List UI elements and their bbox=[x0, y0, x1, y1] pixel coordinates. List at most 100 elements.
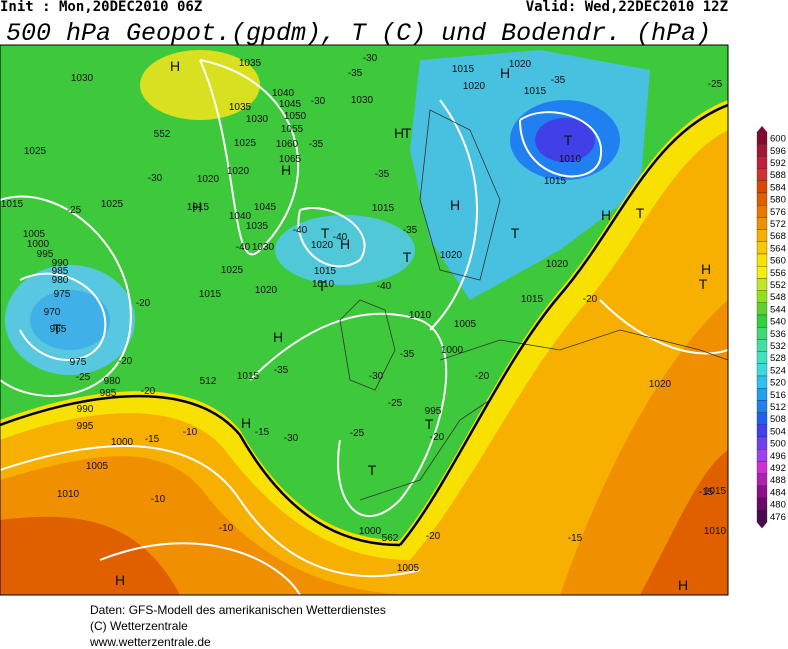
isobar-label: 1050 bbox=[284, 111, 307, 122]
isobar-label: 1015 bbox=[521, 294, 544, 305]
colorbar-label: 552 bbox=[770, 280, 786, 291]
pressure-center: T bbox=[53, 321, 62, 337]
isobar-label: 1020 bbox=[546, 259, 569, 270]
pressure-center: H bbox=[394, 125, 404, 141]
map-title: 500 hPa Geopot.(gpdm), T (C) und Bodendr… bbox=[6, 19, 711, 48]
pressure-center: H bbox=[450, 197, 460, 213]
isobar-label: 1005 bbox=[23, 229, 46, 240]
colorbar-cell bbox=[756, 351, 768, 364]
colorbar-label: 496 bbox=[770, 451, 786, 462]
isobar-label: 970 bbox=[44, 307, 61, 318]
colorbar-label: 588 bbox=[770, 170, 786, 181]
footer-line: www.wetterzentrale.de bbox=[89, 635, 211, 649]
isobar-label: 1035 bbox=[239, 58, 262, 69]
colorbar-cell bbox=[756, 473, 768, 486]
isobar-label: 980 bbox=[52, 275, 69, 286]
colorbar-cell bbox=[756, 266, 768, 279]
isobar-label: 1045 bbox=[279, 99, 302, 110]
colorbar-label: 560 bbox=[770, 256, 786, 267]
colorbar-label: 596 bbox=[770, 146, 786, 157]
init-time: Init : Mon,20DEC2010 06Z bbox=[0, 0, 202, 15]
isobar-label: 995 bbox=[425, 406, 442, 417]
colorbar-cell bbox=[756, 400, 768, 413]
temperature-label: -25 bbox=[350, 428, 365, 439]
colorbar-cell bbox=[756, 497, 768, 511]
isobar-label: 1025 bbox=[24, 146, 47, 157]
pressure-center: T bbox=[318, 278, 327, 294]
isobar-label: 995 bbox=[37, 249, 54, 260]
isobar-label: 1010 bbox=[704, 526, 727, 537]
temperature-label: -25 bbox=[76, 372, 91, 383]
colorbar-cap bbox=[757, 522, 767, 529]
isobar-label: 990 bbox=[52, 258, 69, 269]
pressure-center: H bbox=[273, 329, 283, 345]
colorbar-cell bbox=[756, 217, 768, 230]
colorbar-label: 516 bbox=[770, 390, 786, 401]
colorbar-label: 476 bbox=[770, 512, 786, 523]
colorbar-cell bbox=[756, 388, 768, 401]
colorbar-cell bbox=[756, 131, 768, 145]
isobar-label: 975 bbox=[70, 357, 87, 368]
temperature-label: -20 bbox=[475, 371, 490, 382]
colorbar-label: 500 bbox=[770, 439, 786, 450]
temperature-label: -20 bbox=[426, 531, 441, 542]
colorbar-label: 556 bbox=[770, 268, 786, 279]
colorbar-cell bbox=[756, 485, 768, 499]
isobar-label: 990 bbox=[77, 404, 94, 415]
colorbar-label: 536 bbox=[770, 329, 786, 340]
isobar-label: 1015 bbox=[544, 176, 567, 187]
pressure-center: H bbox=[340, 236, 350, 252]
isobar-label: 1005 bbox=[397, 563, 420, 574]
isobar-label: 1015 bbox=[452, 64, 475, 75]
pressure-center: T bbox=[636, 205, 645, 221]
colorbar-cell bbox=[756, 510, 768, 523]
colorbar-cell bbox=[756, 302, 768, 316]
colorbar-label: 532 bbox=[770, 341, 786, 352]
footer-line: (C) Wetterzentrale bbox=[90, 619, 188, 633]
pressure-center: H bbox=[170, 58, 180, 74]
isobar-label: 1015 bbox=[237, 371, 260, 382]
colorbar-cell bbox=[756, 449, 768, 462]
colorbar-cell bbox=[756, 375, 768, 389]
pressure-center: T bbox=[425, 416, 434, 432]
isobar-label: 1000 bbox=[111, 437, 134, 448]
pressure-center: T bbox=[511, 225, 520, 241]
temperature-label: -15 bbox=[699, 487, 714, 498]
colorbar-label: 480 bbox=[770, 500, 786, 511]
pressure-center: H bbox=[115, 572, 125, 588]
colorbar-cell bbox=[756, 412, 768, 425]
isobar-label: 1030 bbox=[252, 242, 275, 253]
isobar-label: 1000 bbox=[359, 526, 382, 537]
colorbar-cell bbox=[756, 424, 768, 438]
isobar-label: 980 bbox=[104, 376, 121, 387]
temperature-label: -25 bbox=[67, 205, 82, 216]
colorbar-cell bbox=[756, 339, 768, 352]
geopotential-label: 512 bbox=[200, 376, 217, 387]
temperature-label: -40 bbox=[333, 232, 348, 243]
colorbar-label: 572 bbox=[770, 219, 786, 230]
temperature-label: -40 bbox=[377, 281, 392, 292]
isobar-label: 1035 bbox=[246, 221, 269, 232]
colorbar-label: 524 bbox=[770, 365, 786, 376]
temperature-label: -10 bbox=[183, 427, 198, 438]
temperature-label: -35 bbox=[309, 139, 324, 150]
colorbar-label: 580 bbox=[770, 195, 786, 206]
colorbar-label: 488 bbox=[770, 475, 786, 486]
temperature-label: -30 bbox=[311, 96, 326, 107]
colorbar-label: 484 bbox=[770, 487, 786, 498]
isobar-label: 1030 bbox=[246, 114, 269, 125]
colorbar-cell bbox=[756, 363, 768, 377]
colorbar-label: 564 bbox=[770, 243, 786, 254]
colorbar-cell bbox=[756, 253, 768, 267]
temperature-label: -35 bbox=[551, 75, 566, 86]
isobar-label: 1020 bbox=[227, 166, 250, 177]
isobar-label: 1060 bbox=[276, 139, 299, 150]
colorbar-cell bbox=[756, 290, 768, 303]
isobar-label: 1015 bbox=[372, 203, 395, 214]
isobar-label: 1055 bbox=[281, 124, 304, 135]
pressure-center: T bbox=[564, 132, 573, 148]
isobar-label: 1020 bbox=[197, 174, 220, 185]
temperature-label: -35 bbox=[375, 169, 390, 180]
temperature-label: -20 bbox=[118, 356, 133, 367]
isobar-label: 1020 bbox=[440, 250, 463, 261]
